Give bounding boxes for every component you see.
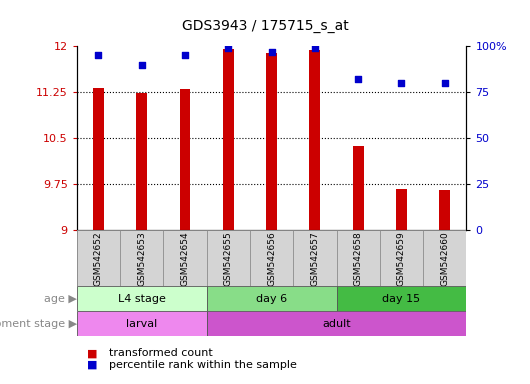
Text: ■: ■ xyxy=(87,348,98,358)
Point xyxy=(440,80,449,86)
Bar xyxy=(353,146,364,230)
Text: ■: ■ xyxy=(87,360,98,370)
Text: GSM542657: GSM542657 xyxy=(311,231,320,286)
FancyBboxPatch shape xyxy=(380,230,423,286)
Text: GSM542660: GSM542660 xyxy=(440,231,449,286)
Point xyxy=(94,52,103,58)
Bar xyxy=(223,49,234,230)
FancyBboxPatch shape xyxy=(337,286,466,311)
Text: L4 stage: L4 stage xyxy=(118,293,166,304)
Text: GSM542658: GSM542658 xyxy=(354,231,363,286)
FancyBboxPatch shape xyxy=(77,311,207,336)
Text: adult: adult xyxy=(322,318,351,329)
Point xyxy=(224,45,233,51)
Point xyxy=(181,52,189,58)
Bar xyxy=(180,89,190,230)
Text: development stage ▶: development stage ▶ xyxy=(0,318,77,329)
FancyBboxPatch shape xyxy=(207,230,250,286)
Text: day 15: day 15 xyxy=(383,293,420,304)
Bar xyxy=(439,190,450,230)
Bar xyxy=(310,50,320,230)
Text: transformed count: transformed count xyxy=(109,348,213,358)
Point xyxy=(267,48,276,55)
Point xyxy=(311,45,319,51)
FancyBboxPatch shape xyxy=(337,230,380,286)
Text: GSM542654: GSM542654 xyxy=(181,231,190,286)
Text: GSM542653: GSM542653 xyxy=(137,231,146,286)
Text: GSM542652: GSM542652 xyxy=(94,231,103,286)
Text: larval: larval xyxy=(126,318,157,329)
Text: percentile rank within the sample: percentile rank within the sample xyxy=(109,360,296,370)
FancyBboxPatch shape xyxy=(77,230,120,286)
FancyBboxPatch shape xyxy=(250,230,293,286)
FancyBboxPatch shape xyxy=(293,230,337,286)
FancyBboxPatch shape xyxy=(207,311,466,336)
Text: GDS3943 / 175715_s_at: GDS3943 / 175715_s_at xyxy=(182,19,348,33)
FancyBboxPatch shape xyxy=(77,286,207,311)
FancyBboxPatch shape xyxy=(120,230,163,286)
Text: day 6: day 6 xyxy=(256,293,287,304)
Point xyxy=(137,61,146,68)
FancyBboxPatch shape xyxy=(163,230,207,286)
Point xyxy=(398,80,406,86)
Text: age ▶: age ▶ xyxy=(44,293,77,304)
Bar xyxy=(266,53,277,230)
Bar xyxy=(136,93,147,230)
FancyBboxPatch shape xyxy=(207,286,337,311)
Bar xyxy=(396,189,407,230)
Text: GSM542655: GSM542655 xyxy=(224,231,233,286)
Bar xyxy=(93,88,104,230)
Text: GSM542656: GSM542656 xyxy=(267,231,276,286)
FancyBboxPatch shape xyxy=(423,230,466,286)
Text: GSM542659: GSM542659 xyxy=(397,231,406,286)
Point xyxy=(354,76,363,82)
